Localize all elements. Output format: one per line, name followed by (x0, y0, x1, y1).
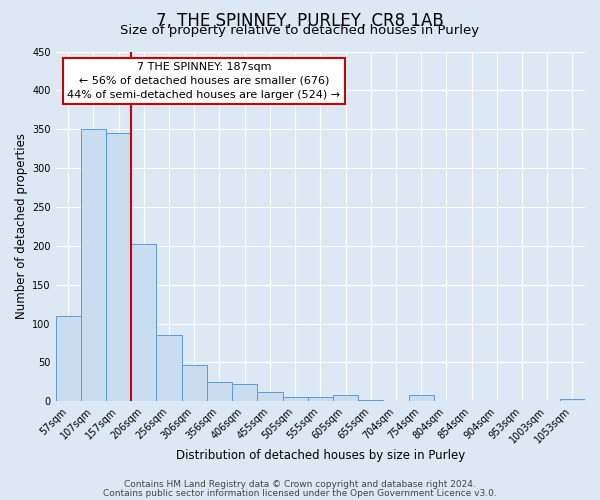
Bar (182, 365, 207, 402)
Bar (81, 129, 106, 402)
Bar (106, 133, 131, 402)
Bar (207, 382, 232, 402)
Bar (560, 399, 585, 402)
Bar (157, 335, 182, 402)
Text: Contains public sector information licensed under the Open Government Licence v3: Contains public sector information licen… (103, 488, 497, 498)
Text: Contains HM Land Registry data © Crown copyright and database right 2024.: Contains HM Land Registry data © Crown c… (124, 480, 476, 489)
Bar (131, 244, 157, 402)
Bar (308, 398, 333, 402)
Bar (358, 400, 383, 402)
Bar (333, 395, 358, 402)
Bar (56, 316, 81, 402)
Text: 7, THE SPINNEY, PURLEY, CR8 1AB: 7, THE SPINNEY, PURLEY, CR8 1AB (156, 12, 444, 30)
Bar (283, 398, 308, 402)
Y-axis label: Number of detached properties: Number of detached properties (15, 134, 28, 320)
X-axis label: Distribution of detached houses by size in Purley: Distribution of detached houses by size … (176, 450, 465, 462)
Text: Size of property relative to detached houses in Purley: Size of property relative to detached ho… (121, 24, 479, 37)
Bar (409, 395, 434, 402)
Bar (257, 392, 283, 402)
Bar (232, 384, 257, 402)
Text: 7 THE SPINNEY: 187sqm
← 56% of detached houses are smaller (676)
44% of semi-det: 7 THE SPINNEY: 187sqm ← 56% of detached … (67, 62, 340, 100)
